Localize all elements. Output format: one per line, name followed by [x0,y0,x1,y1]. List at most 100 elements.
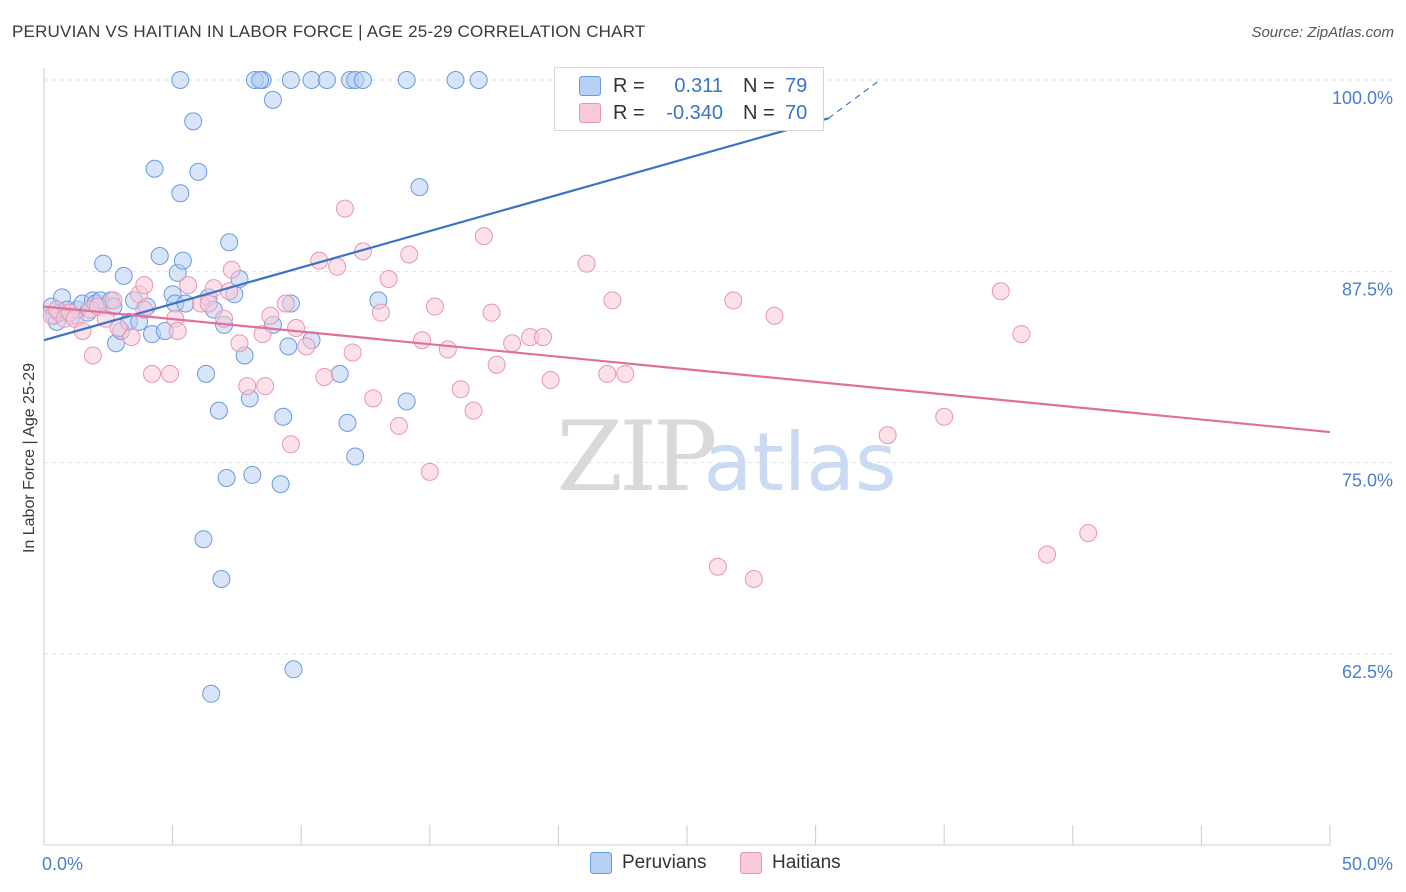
bottom-legend-label-peruvians: Peruvians [622,852,707,873]
haitian-point [420,462,439,481]
haitian-point [413,331,432,350]
peruvian-point [145,159,164,178]
haitian-point [400,245,419,264]
x-tick-label: 0.0% [42,854,83,874]
peruvian-point [209,401,228,420]
peruvian-point [353,71,372,89]
peruvian-point [173,251,192,270]
legend-n-value: 79 [785,74,808,97]
legend-r-label: R = [613,74,645,97]
peruvian-point [397,392,416,411]
haitian-point [577,254,596,273]
peruvian-point [251,71,270,89]
peruvian-point [197,364,216,383]
haitian-point [878,426,897,445]
peruvian-point [410,178,429,197]
haitian-point [143,364,162,383]
peruvian-point [330,364,349,383]
haitian-point [238,377,257,396]
haitian-point [451,380,470,399]
correlation-legend: R = 0.311 N = 79 R = -0.340 N = 70 [554,67,824,131]
haitian-point [598,364,617,383]
peruvian-point [397,71,416,89]
y-tick-label: 75.0% [1342,471,1393,491]
peruvians-points [42,71,805,703]
legend-swatch-peruvians [579,76,601,96]
peruvian-trend-line [43,117,829,342]
haitian-point [328,257,347,276]
peruvian-point [202,684,221,703]
peruvian-point [271,475,290,494]
haitian-point [256,377,275,396]
peruvian-point [212,569,231,588]
haitian-point [315,367,334,386]
y-tick-label: 100.0% [1332,88,1393,108]
haitian-point [425,297,444,316]
peruvian-point [274,407,293,426]
haitian-point [335,199,354,218]
legend-r-value: 0.311 [674,74,723,97]
haitian-point [616,364,635,383]
legend-n-value: 70 [785,101,808,124]
haitian-point [1012,325,1031,344]
haitian-point [464,401,483,420]
peruvian-point [469,71,488,89]
haitian-point [603,291,622,310]
bottom-legend-peruvians: Peruvians [590,852,707,874]
haitian-trend-line [43,305,1331,434]
peruvian-point [281,71,300,89]
watermark-atlas: atlas [703,416,896,509]
peruvian-point [302,71,321,89]
peruvian-point [184,112,203,131]
haitian-point [343,343,362,362]
haitian-point [222,260,241,279]
trend-lines [43,79,1331,434]
haitian-point [744,569,763,588]
legend-row-peruvians: R = 0.311 N = 79 [579,73,807,99]
legend-row-haitians: R = -0.340 N = 70 [579,100,807,126]
x-tick-label: 50.0% [1342,854,1393,874]
haitian-point [104,291,123,310]
bottom-legend-haitians: Haitians [740,852,841,874]
watermark-zip: ZIP [556,401,715,513]
legend-swatch-haitians [579,103,601,123]
legend-n-label: N = [743,101,775,124]
y-tick-label: 87.5% [1342,279,1393,299]
legend-r-value: -0.340 [666,101,723,124]
haitian-point [371,303,390,322]
haitian-point [253,325,272,344]
peruvian-point [194,530,213,549]
haitian-point [281,435,300,454]
peruvian-point [171,184,190,203]
haitian-point [276,294,295,313]
chart-title: PERUVIAN VS HAITIAN IN LABOR FORCE | AGE… [12,22,646,41]
haitian-point [533,328,552,347]
haitian-point [161,364,180,383]
peruvian-point [446,71,465,89]
peruvian-point [263,90,282,109]
haitian-point [438,340,457,359]
haitian-point [482,303,501,322]
haitian-point [935,407,954,426]
haitian-point [503,334,522,353]
haitian-point [765,306,784,325]
peruvian-point [171,71,190,89]
bottom-legend-swatch-haitians [740,852,762,874]
haitian-point [364,389,383,408]
peruvian-point [150,247,169,266]
peruvian-point [338,413,357,432]
haitian-point [122,328,141,347]
legend-n-label: N = [743,74,775,97]
legend-r-label: R = [613,101,645,124]
peruvian-point [220,233,239,252]
haitian-point [230,334,249,353]
haitian-point [135,276,154,295]
peruvian-point [243,465,262,484]
peruvian-point [346,447,365,466]
haitian-point [708,557,727,576]
y-tick-label: 62.5% [1342,662,1393,682]
tick-labels: 100.0% 87.5% 75.0% 62.5% 0.0% 50.0% [42,88,1393,874]
peruvian-point [317,71,336,89]
bottom-legend-swatch-peruvians [590,852,612,874]
